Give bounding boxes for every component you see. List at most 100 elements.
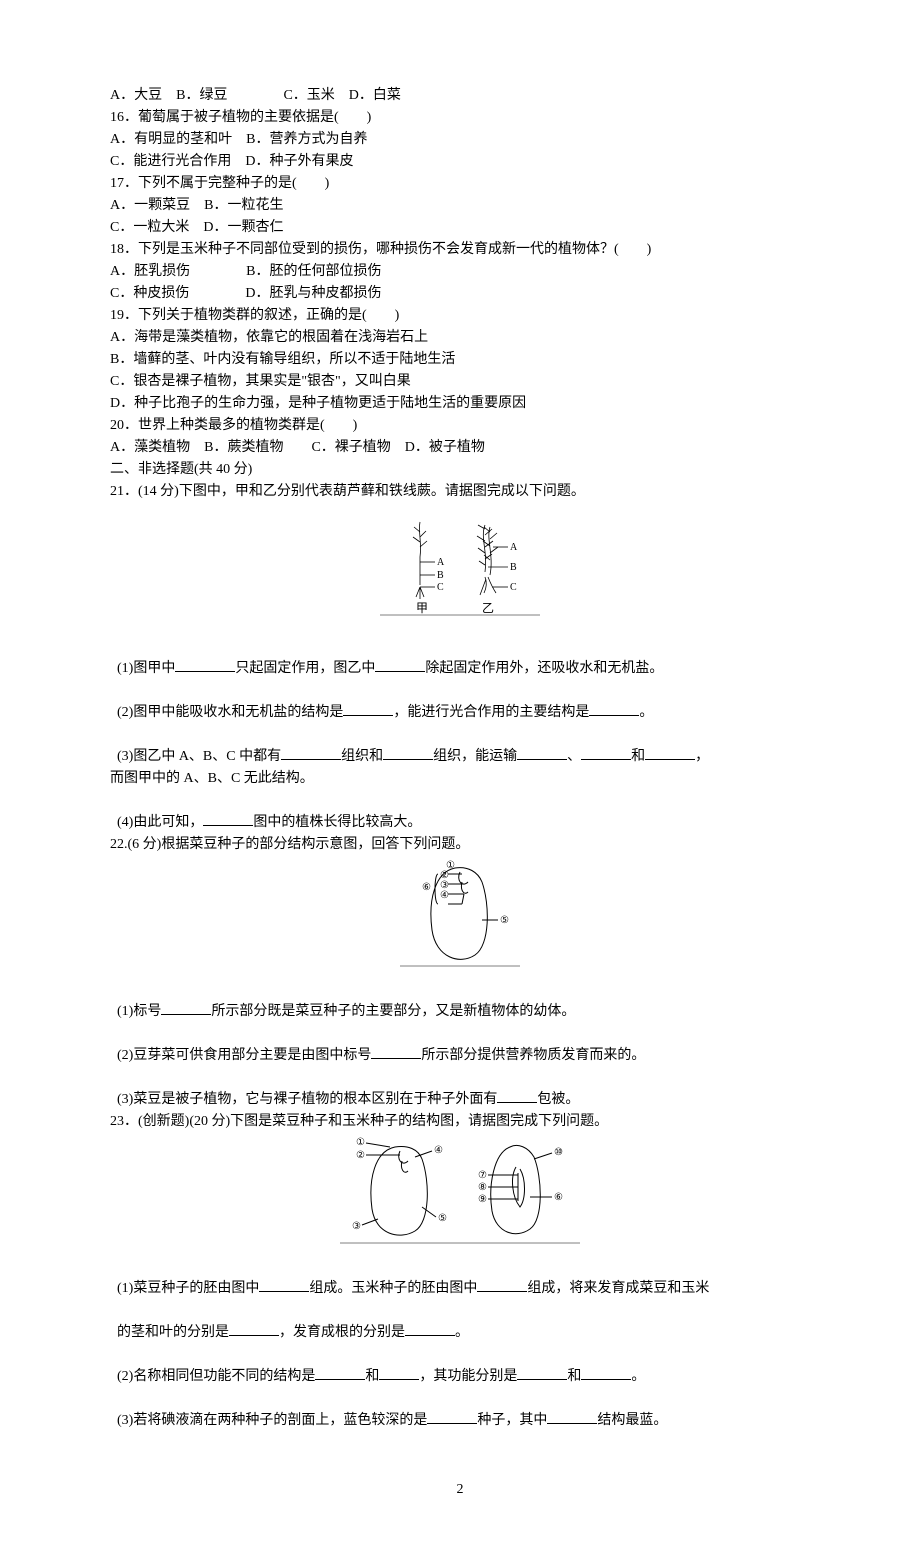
q23-s1b: 组成。玉米种子的胚由图中 [309,1281,477,1296]
q22-l4: ④ [440,890,449,901]
q23-s1c: 组成，将来发育成菜豆和玉米 [527,1281,709,1296]
q21-sub3: (3)图乙中 A、B、C 中都有组织和组织，能运输、和， [110,724,810,768]
fill-blank[interactable] [203,812,253,826]
q21-fig-jia-a: A [437,557,445,568]
q21-s2a: (2)图甲中能吸收水和无机盐的结构是 [117,705,343,720]
q23-sub3: (3)若将碘液滴在两种种子的剖面上，蓝色较深的是种子，其中结构最蓝。 [110,1388,810,1432]
q23-s2d: 和 [567,1369,581,1384]
fill-blank[interactable] [371,1045,421,1059]
q23-s1f: 。 [455,1325,469,1340]
q21-figure: A B C 甲 A B C 乙 [110,507,810,632]
q21-fig-yi-a: A [510,542,518,553]
q21-fig-jia-c: C [437,582,444,593]
q23-s1e: ，发育成根的分别是 [279,1325,405,1340]
q23-l1: ① [356,1137,365,1148]
fill-blank[interactable] [161,1001,211,1015]
q22-s1b: 所示部分既是菜豆种子的主要部分，又是新植物体的幼体。 [211,1004,575,1019]
q23-s1a: (1)菜豆种子的胚由图中 [117,1281,259,1296]
q23-s2c: ，其功能分别是 [419,1369,517,1384]
q21-s3c: 组织，能运输 [433,749,517,764]
fill-blank[interactable] [175,658,235,672]
q16-opt-ab: A．有明显的茎和叶 B．营养方式为自养 [110,129,810,151]
q22-l6: ⑥ [422,882,431,893]
fill-blank[interactable] [517,746,567,760]
q23-l10: ⑩ [554,1147,563,1158]
q19-stem: 19．下列关于植物类群的叙述，正确的是( ) [110,305,810,327]
q23-l8: ⑧ [478,1182,487,1193]
fill-blank[interactable] [379,1366,419,1380]
q17-stem: 17．下列不属于完整种子的是( ) [110,173,810,195]
q22-figure: ① ② ③ ④ ⑤ ⑥ [110,860,810,975]
q23-figure: ① ② ③ ④ ⑤ ⑦ ⑧ ⑨ ⑥ ⑩ [110,1137,810,1252]
fill-blank[interactable] [427,1410,477,1424]
fill-blank[interactable] [383,746,433,760]
q21-s3e: 和 [631,749,645,764]
q23-sub1b: 的茎和叶的分别是 ，发育成根的分别是 。 [110,1300,810,1344]
q23-l7: ⑦ [478,1170,487,1181]
q17-opt-cd: C．一粒大米 D．一颗杏仁 [110,217,810,239]
q21-s1b: 只起固定作用，图乙中 [235,661,375,676]
fill-blank[interactable] [229,1322,279,1336]
q21-s1a: (1)图甲中 [117,661,175,676]
q21-sub3b: 而图甲中的 A、B、C 无此结构。 [110,768,810,790]
q21-s2c: 。 [639,705,653,720]
q21-sub2: (2)图甲中能吸收水和无机盐的结构是 ，能进行光合作用的主要结构是 。 [110,680,810,724]
fill-blank[interactable] [281,746,341,760]
q21-s4a: (4)由此可知， [117,815,203,830]
q19-opt-d: D．种子比孢子的生命力强，是种子植物更适于陆地生活的重要原因 [110,393,810,415]
q22-sub1: (1)标号 所示部分既是菜豆种子的主要部分，又是新植物体的幼体。 [110,979,810,1023]
fill-blank[interactable] [343,702,393,716]
fill-blank[interactable] [645,746,695,760]
q23-l6: ⑥ [554,1192,563,1203]
q18-opt-ab: A．胚乳损伤 B．胚的任何部位损伤 [110,261,810,283]
q23-sub2: (2)名称相同但功能不同的结构是和，其功能分别是和。 [110,1344,810,1388]
q21-fig-yi-c: C [510,582,517,593]
fill-blank[interactable] [547,1410,597,1424]
q21-s3b: 组织和 [341,749,383,764]
fill-blank[interactable] [497,1089,537,1103]
q23-s1d: 的茎和叶的分别是 [117,1325,229,1340]
q16-stem: 16．葡萄属于被子植物的主要依据是( ) [110,107,810,129]
fill-blank[interactable] [405,1322,455,1336]
q23-s2e: 。 [631,1369,645,1384]
q23-l2: ② [356,1150,365,1161]
q19-opt-c: C．银杏是裸子植物，其果实是"银杏"，又叫白果 [110,371,810,393]
q19-opt-b: B．墙藓的茎、叶内没有输导组织，所以不适于陆地生活 [110,349,810,371]
q18-opt-cd: C．种皮损伤 D．胚乳与种皮都损伤 [110,283,810,305]
q23-s3a: (3)若将碘液滴在两种种子的剖面上，蓝色较深的是 [117,1413,427,1428]
q22-sub3: (3)菜豆是被子植物，它与裸子植物的根本区别在于种子外面有包被。 [110,1067,810,1111]
q23-l4: ④ [434,1145,443,1156]
q22-stem: 22.(6 分)根据菜豆种子的部分结构示意图，回答下列问题。 [110,834,810,856]
q21-fig-jia-b: B [437,570,444,581]
fill-blank[interactable] [259,1278,309,1292]
q21-fig-cap1: 甲 [416,601,428,615]
q17-opt-ab: A．一颗菜豆 B．一粒花生 [110,195,810,217]
q23-stem: 23．(创新题)(20 分)下图是菜豆种子和玉米种子的结构图，请据图完成下列问题… [110,1111,810,1133]
q21-s3a: (3)图乙中 A、B、C 中都有 [117,749,281,764]
q21-s2b: ，能进行光合作用的主要结构是 [393,705,589,720]
q21-fig-yi-b: B [510,562,517,573]
q23-l3: ③ [352,1221,361,1232]
q22-s1a: (1)标号 [117,1004,161,1019]
q23-s3c: 结构最蓝。 [597,1413,667,1428]
q23-l5: ⑤ [438,1213,447,1224]
fill-blank[interactable] [375,658,425,672]
q21-stem: 21．(14 分)下图中，甲和乙分别代表葫芦藓和铁线蕨。请据图完成以下问题。 [110,481,810,503]
q23-l9: ⑨ [478,1194,487,1205]
q22-s3b: 包被。 [537,1092,579,1107]
fill-blank[interactable] [517,1366,567,1380]
q23-s2b: 和 [365,1369,379,1384]
q22-sub2: (2)豆芽菜可供食用部分主要是由图中标号所示部分提供营养物质发育而来的。 [110,1023,810,1067]
q21-s3d: 、 [567,749,581,764]
q16-opt-cd: C．能进行光合作用 D．种子外有果皮 [110,151,810,173]
fill-blank[interactable] [581,746,631,760]
fill-blank[interactable] [589,702,639,716]
section-2-heading: 二、非选择题(共 40 分) [110,459,810,481]
fill-blank[interactable] [315,1366,365,1380]
q21-sub4: (4)由此可知，图中的植株长得比较高大。 [110,790,810,834]
q22-s2a: (2)豆芽菜可供食用部分主要是由图中标号 [117,1048,371,1063]
fill-blank[interactable] [581,1366,631,1380]
q19-opt-a: A．海带是藻类植物，依靠它的根固着在浅海岩石上 [110,327,810,349]
q15-options: A．大豆 B．绿豆 C．玉米 D．白菜 [110,85,810,107]
fill-blank[interactable] [477,1278,527,1292]
